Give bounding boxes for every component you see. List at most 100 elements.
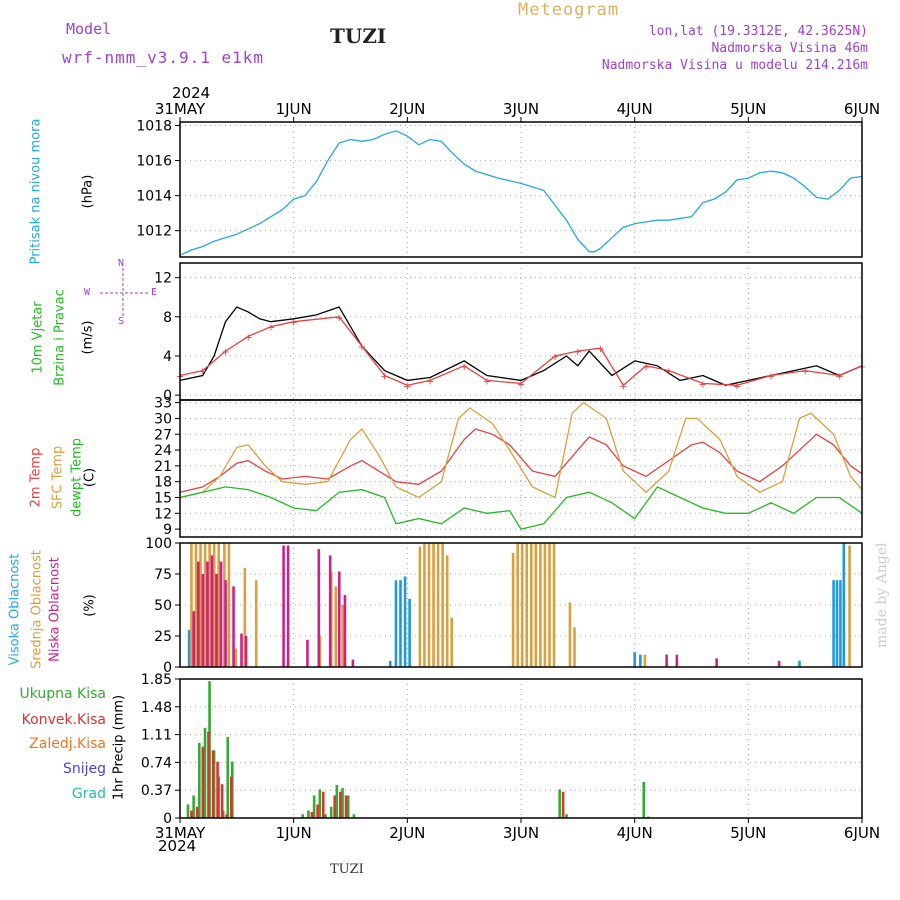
cloud-bar — [639, 654, 642, 667]
meteogram-title: Meteogram — [518, 0, 620, 20]
year-top: 2024 — [172, 84, 211, 102]
precip-bar — [329, 806, 333, 818]
xtick-label-bottom: 3JUN — [503, 824, 539, 842]
temperature-frame — [179, 399, 863, 538]
precip-bar — [312, 795, 316, 818]
precip-bar — [192, 795, 195, 818]
cloud-bar — [848, 545, 851, 667]
cloud-ytick-label: 100 — [145, 536, 172, 552]
wind-unit: (m/s) — [80, 320, 96, 355]
cloud-label-low: Niska Oblacnost — [47, 557, 63, 662]
temp-label-sfc: SFC Temp — [50, 445, 66, 510]
cloud-bar — [798, 660, 801, 667]
cloud-bar — [715, 658, 718, 667]
cloud-bar — [224, 580, 227, 667]
cloud-ytick-label: 50 — [154, 598, 172, 614]
xtick-label-top: 3JUN — [503, 100, 539, 118]
wind-gust-marker: + — [801, 367, 809, 378]
cloud-bar — [539, 543, 542, 667]
xtick-label-top: 31MAY — [155, 100, 206, 118]
precip-bar — [333, 795, 336, 818]
xtick-label-top: 6JUN — [844, 100, 880, 118]
pressure-ytick-label: 1012 — [136, 224, 172, 240]
xtick-label-bottom: 2JUN — [389, 824, 425, 842]
precip-bar — [346, 795, 350, 818]
cloud-bar — [351, 659, 355, 667]
temp-label-2m: 2m Temp — [28, 447, 44, 508]
cloud-bar — [194, 543, 198, 667]
cloud-bar — [244, 636, 248, 667]
cloud-bar — [665, 654, 668, 667]
cloud-bar — [835, 580, 839, 667]
cloud-bar — [337, 571, 341, 667]
year-bottom: 2024 — [158, 837, 197, 855]
cloud-bar — [203, 543, 207, 667]
precip-bar — [339, 791, 342, 818]
precip-bar — [220, 784, 224, 818]
precip-bar — [558, 789, 561, 818]
wind-gust-marker: + — [835, 372, 843, 383]
xtick-label-bottom: 4JUN — [617, 824, 653, 842]
cloud-bar — [227, 543, 231, 667]
model-name: wrf-nmm_v3.9.1 e1km — [62, 48, 265, 67]
wind-gust-marker: + — [665, 367, 673, 378]
precip-bar — [207, 731, 210, 818]
cloud-bar — [234, 648, 238, 667]
cloud-bar — [208, 543, 211, 667]
precip-legend-conv: Konvek.Kisa — [21, 712, 106, 728]
cloud-bar — [427, 543, 431, 667]
cloud-bar — [839, 580, 842, 667]
precip-bar — [195, 806, 199, 818]
cloud-bar — [243, 567, 247, 667]
precip-legend-snow: Snijeg — [62, 761, 106, 777]
wind-gust-marker: + — [517, 379, 525, 390]
precip-bar — [226, 736, 230, 818]
precip-bar — [216, 761, 219, 818]
wind-gust-marker: + — [403, 381, 411, 392]
cloud-bar — [436, 543, 440, 667]
precip-bar — [201, 746, 205, 818]
precip-bar — [341, 787, 344, 818]
cloud-bar — [432, 543, 435, 667]
cloud-bar — [445, 555, 449, 667]
cloud-bar — [543, 543, 547, 667]
precip-bar — [344, 795, 348, 818]
model-label: Model — [66, 20, 112, 38]
precip-bar — [316, 804, 319, 818]
cloud-bar — [534, 543, 538, 667]
cloud-bar — [777, 660, 781, 667]
temperature-ytick-label: 9 — [163, 522, 172, 538]
cloud-bar — [511, 552, 515, 667]
elevation-text: Nadmorska Visina 46m — [711, 41, 868, 56]
xtick-label-bottom: 6JUN — [844, 824, 880, 842]
temperature-ytick-label: 27 — [154, 427, 172, 443]
precip-ytick-label: 1.48 — [141, 700, 172, 716]
xtick-label-top: 4JUN — [617, 100, 653, 118]
precip-legend-total: Ukupna Kisa — [19, 686, 106, 702]
cloud-bar — [240, 633, 243, 667]
temperature-ytick-label: 18 — [154, 475, 172, 491]
xtick-label-bottom: 1JUN — [276, 824, 312, 842]
wind-gust-marker: + — [642, 362, 650, 373]
wind-gust-marker: + — [244, 332, 252, 343]
precip-ytick-label: 1.85 — [141, 672, 172, 688]
pressure-ytick-label: 1014 — [136, 189, 172, 205]
wind-gust-marker: + — [335, 313, 343, 324]
cloud-bar — [192, 611, 196, 667]
wind-gust-marker: + — [267, 323, 275, 334]
wind-label-1: 10m Vjetar — [30, 301, 46, 374]
wind-label-2: Brzina i Pravac — [52, 289, 68, 386]
temperature-series-line — [179, 428, 863, 493]
cloud-bar — [441, 543, 444, 667]
cloud-bar — [282, 545, 285, 667]
temp-unit: (C) — [82, 467, 98, 488]
cloud-bar — [306, 639, 309, 667]
cloud-ytick-label: 75 — [154, 567, 172, 583]
wind-ytick-label: 4 — [163, 349, 172, 365]
precip-bar — [307, 810, 310, 818]
wind-gust-marker: + — [551, 352, 559, 363]
cloud-bar — [525, 543, 529, 667]
compass-north: N — [118, 258, 125, 269]
xtick-label-top: 2JUN — [389, 100, 425, 118]
temperature-ytick-label: 24 — [154, 443, 172, 459]
